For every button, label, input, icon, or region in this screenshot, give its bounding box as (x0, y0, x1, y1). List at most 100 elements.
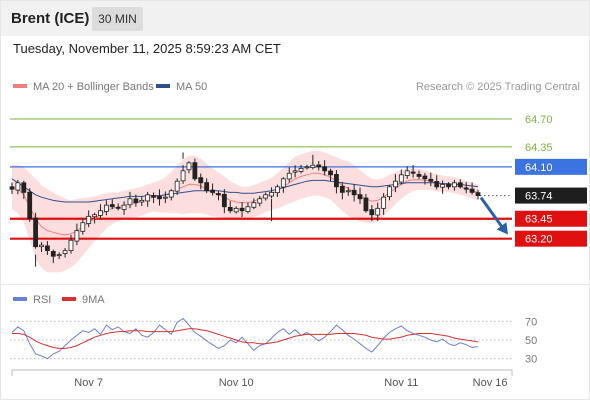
candle-body (9, 186, 15, 190)
candle-body (21, 182, 27, 193)
candle-body (245, 206, 251, 212)
candle-body (363, 197, 369, 212)
level-label-63.20: 63.20 (525, 234, 553, 246)
price-chart[interactable]: 64.70 64.35 64.10 63.74 63.45 63.20 (0, 0, 590, 284)
candle-body (269, 191, 274, 197)
candle-body (457, 182, 463, 188)
candle-body (121, 204, 127, 210)
candle-body (56, 254, 62, 257)
candle-body (339, 185, 345, 193)
ma50-swatch (156, 84, 170, 89)
panel-divider (0, 284, 590, 285)
candle-body (62, 250, 68, 254)
level-tag-63.20 (515, 230, 587, 247)
candle-body (328, 170, 333, 176)
candle-body (86, 215, 92, 224)
candle-body (198, 177, 204, 184)
rsi-swatch (13, 297, 27, 302)
candle-body (168, 190, 174, 198)
candle-body (316, 164, 322, 168)
x-tick-label: Nov 10 (219, 377, 254, 389)
candle-body (357, 194, 363, 200)
candle-body (387, 186, 392, 198)
candle-body (98, 210, 103, 216)
candle-body (233, 207, 239, 213)
candle-body (27, 191, 33, 220)
candle-body (157, 195, 162, 200)
level-label-64.70: 64.70 (525, 114, 553, 126)
candle-body (304, 166, 310, 169)
candle-body (115, 207, 121, 209)
candle-body (151, 195, 156, 198)
candle-body (428, 178, 434, 182)
ma50-line (11, 178, 479, 203)
rsi-line (11, 317, 479, 360)
rsi-tick-70: 70 (525, 316, 537, 328)
candle-body (174, 180, 180, 192)
candle-body (393, 180, 398, 188)
candle-body (210, 189, 215, 193)
candle-body (292, 170, 298, 173)
level-label-63.74: 63.74 (525, 191, 553, 203)
candle-body (50, 251, 56, 257)
candle-body (345, 190, 351, 193)
candle-body (280, 178, 286, 188)
instrument-title: Brent (ICE) (11, 10, 90, 27)
candle-body (410, 171, 416, 174)
candle-body (92, 214, 97, 218)
copyright: Research © 2025 Trading Central (415, 81, 580, 93)
interval-button[interactable]: 30 MIN (92, 7, 143, 31)
candle-body (398, 174, 404, 183)
legend-9ma: 9MA (62, 294, 105, 306)
timestamp: Tuesday, November 11, 2025 8:59:23 AM CE… (13, 41, 281, 56)
rsi-ma-line (12, 328, 479, 349)
candle-body (251, 202, 257, 208)
rsi-label: RSI (33, 294, 52, 306)
bollinger-bands-area (12, 150, 478, 273)
candle-body (145, 194, 151, 202)
legend-rsi: RSI (13, 294, 51, 306)
candle-body (381, 196, 387, 209)
candle-body (204, 182, 210, 192)
candle-body (452, 182, 457, 188)
candle-body (310, 164, 316, 168)
level-label-64.10: 64.10 (525, 162, 553, 174)
candle-body (416, 173, 422, 177)
level-tag-64.10 (515, 158, 587, 175)
candle-body (286, 172, 292, 180)
candle-body (109, 204, 115, 208)
x-tick-label: Nov 16 (473, 377, 508, 389)
candle-body (180, 170, 186, 182)
candle-body (74, 230, 80, 242)
candle-body (463, 187, 469, 190)
ma20-swatch (13, 84, 27, 89)
candle-body (39, 244, 44, 248)
candle-body (334, 174, 339, 188)
candle-body (103, 204, 109, 212)
candle-body (221, 193, 227, 208)
candle-body (375, 207, 381, 216)
rsi-tick-30: 30 (525, 354, 537, 366)
legend-ma50: MA 50 (156, 81, 207, 93)
candle-body (139, 199, 145, 203)
x-tick-label: Nov 7 (74, 377, 103, 389)
candle-body (257, 198, 263, 204)
candle-body (369, 209, 375, 216)
candle-body (351, 189, 357, 196)
9ma-swatch (62, 297, 76, 302)
candle-body (15, 182, 21, 191)
level-label-63.45: 63.45 (525, 214, 553, 226)
candle-body (80, 222, 86, 232)
candle-body (469, 188, 475, 193)
9ma-label: 9MA (82, 294, 105, 306)
candle-body (275, 186, 280, 194)
candle-body (263, 194, 269, 199)
level-label-64.35: 64.35 (525, 142, 553, 154)
x-tick-label: Nov 11 (384, 377, 418, 389)
level-tag-63.74 (515, 187, 587, 204)
candle-body (216, 193, 221, 196)
candle-body (440, 184, 446, 188)
legend-ma20: MA 20 + Bollinger Bands (13, 81, 154, 93)
candle-body (422, 175, 428, 180)
candle-body (186, 162, 192, 171)
